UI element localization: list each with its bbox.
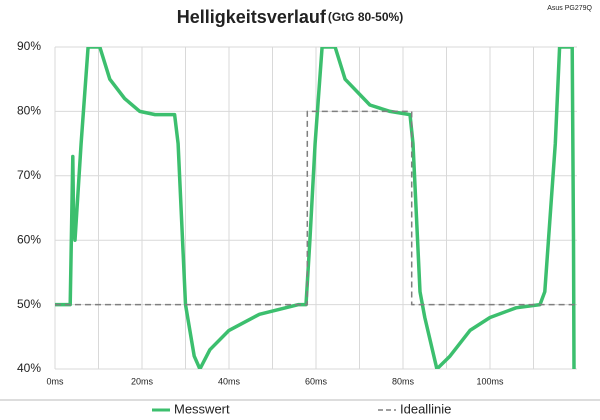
legend-label: Ideallinie bbox=[400, 401, 451, 416]
y-tick-label: 40% bbox=[17, 361, 41, 375]
x-tick-label: 80ms bbox=[392, 376, 415, 386]
x-tick-label: 100ms bbox=[476, 376, 504, 386]
x-tick-label: 20ms bbox=[131, 376, 154, 386]
x-tick-label: 40ms bbox=[218, 376, 241, 386]
y-tick-label: 60% bbox=[17, 232, 41, 246]
y-tick-label: 50% bbox=[17, 297, 41, 311]
legend-label: Messwert bbox=[174, 401, 230, 416]
y-tick-label: 80% bbox=[17, 104, 41, 118]
chart-title: Helligkeitsverlauf (GtG 80-50%) bbox=[177, 7, 403, 27]
plot-area bbox=[55, 47, 577, 369]
corner-note: Asus PG279Q bbox=[547, 5, 592, 12]
legend: Messwert Ideallinie bbox=[152, 401, 451, 416]
y-tick-label: 70% bbox=[17, 168, 41, 182]
x-tick-label: 0ms bbox=[46, 376, 64, 386]
subtitle: (GtG 80-50%) bbox=[328, 10, 403, 24]
series-line bbox=[55, 110, 577, 306]
grid bbox=[54, 46, 577, 370]
x-tick-label: 60ms bbox=[305, 376, 328, 386]
y-tick-label: 90% bbox=[17, 39, 41, 53]
title: Helligkeitsverlauf bbox=[177, 7, 327, 27]
series-line bbox=[55, 47, 576, 369]
